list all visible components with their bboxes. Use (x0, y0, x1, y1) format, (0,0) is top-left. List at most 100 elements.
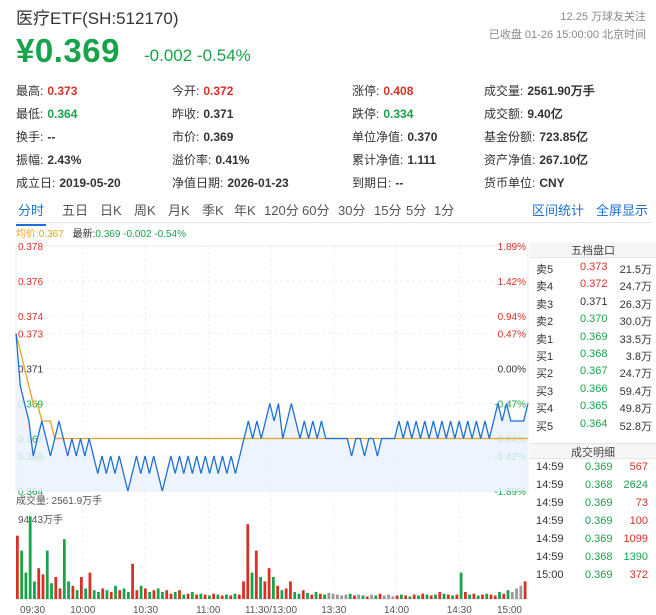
tab-period[interactable]: 5分 (406, 203, 427, 218)
volume-bar (327, 592, 331, 599)
volume-bar (468, 594, 472, 599)
order-volume: 24.7万 (619, 281, 652, 294)
stat-value: 0.370 (407, 130, 438, 144)
stat-item: 涨停: 0.408 (352, 82, 413, 99)
intraday-chart[interactable]: 0.378 1.89% 0.376 1.42% 0.374 0.94% 0.373 0.47%… (0, 236, 530, 615)
volume-bar (229, 595, 233, 599)
volume-bar (169, 593, 173, 599)
volume-bar (472, 593, 476, 599)
y-tick-right: 1.89% (498, 242, 526, 253)
order-book-title: 五档盘口 (530, 242, 656, 258)
stat-label: 涨停: (352, 84, 380, 98)
x-tick: 14:00 (384, 605, 409, 615)
range-stats-button[interactable]: 区间统计 (532, 203, 585, 218)
order-price: 0.370 (580, 313, 608, 326)
stat-value: -- (47, 130, 56, 144)
trade-price: 0.369 (585, 569, 613, 581)
stat-value: 1.111 (407, 153, 437, 167)
y-tick-right: -1.89% (494, 487, 526, 498)
order-book-row: 买4 0.365 49.8万 (530, 400, 656, 417)
volume-bar (400, 594, 403, 599)
trade-row: 14:59 0.369 1099 (530, 533, 656, 551)
order-book-row: 买2 0.367 24.7万 (530, 365, 656, 382)
stat-value: 267.10亿 (539, 153, 589, 167)
stat-value: 2019-05-20 (59, 176, 121, 190)
volume-bar (105, 590, 109, 599)
x-tick: 14:30 (447, 605, 472, 615)
volume-bar (16, 535, 19, 599)
order-book-row: 买3 0.366 59.4万 (530, 383, 656, 400)
y-tick-right: 0.00% (498, 365, 526, 376)
stat-label: 最高: (16, 84, 44, 98)
stat-label: 累计净值: (352, 153, 404, 167)
volume-bar (186, 593, 190, 599)
volume-bar (259, 577, 262, 599)
stat-label: 成立日: (16, 176, 56, 190)
stat-label: 基金份额: (484, 130, 536, 144)
tab-period[interactable]: 年K (234, 203, 256, 218)
volume-bar (348, 593, 352, 599)
stat-label: 货币单位: (484, 176, 536, 190)
volume-bar (485, 593, 489, 599)
stat-value: 2561.90万手 (527, 84, 595, 98)
volume-bar (331, 593, 335, 599)
trade-row: 14:59 0.368 2624 (530, 479, 656, 497)
stat-item: 资产净值: 267.10亿 (484, 151, 588, 168)
volume-bar (515, 588, 518, 599)
volume-bar (391, 596, 395, 599)
order-volume: 21.5万 (619, 264, 652, 276)
tab-period[interactable]: 日K (100, 203, 122, 218)
volume-bar (92, 590, 96, 599)
stat-item: 跌停: 0.334 (352, 105, 413, 122)
trade-price: 0.369 (585, 461, 613, 473)
volume-bar (408, 596, 412, 599)
order-price: 0.368 (580, 347, 608, 360)
tab-intraday[interactable]: 分时 (15, 200, 47, 226)
volume-bar (404, 595, 408, 599)
tab-period[interactable]: 月K (168, 203, 190, 218)
stat-item: 成交量: 2561.90万手 (484, 82, 595, 99)
trade-price: 0.368 (585, 479, 613, 491)
x-tick: 13:30 (321, 605, 346, 615)
latest-price-legend: 最新:0.369 -0.002 -0.54% (72, 229, 186, 240)
tab-period[interactable]: 60分 (302, 203, 330, 218)
trades-title: 成交明细 (530, 443, 656, 459)
tab-period[interactable]: 季K (202, 203, 224, 218)
volume-bar (190, 591, 194, 599)
tab-period[interactable]: 15分 (374, 203, 402, 218)
y-tick-left: 0.364 (18, 487, 43, 498)
trade-time: 15:00 (536, 569, 564, 581)
volume-bar (20, 550, 24, 599)
stat-label: 成交额: (484, 107, 524, 121)
volume-bar (293, 591, 297, 599)
tab-period[interactable]: 五日 (62, 203, 89, 218)
stat-item: 基金份额: 723.85亿 (484, 128, 588, 145)
tab-period[interactable]: 120分 (264, 203, 299, 218)
volume-bar (178, 590, 181, 599)
volume-bar (242, 581, 245, 599)
stat-value: 2026-01-23 (227, 176, 289, 190)
volume-bar (237, 594, 241, 599)
trade-qty: 372 (629, 569, 648, 581)
volume-bar (455, 594, 459, 599)
stat-item: 最低: 0.364 (16, 105, 77, 122)
tab-period[interactable]: 周K (134, 203, 156, 218)
volume-bar (37, 568, 41, 599)
volume-bar (84, 588, 88, 599)
order-book-row: 卖3 0.371 26.3万 (530, 296, 656, 313)
followers-count[interactable]: 12.25 万球友关注 (560, 11, 646, 23)
x-tick: 10:00 (70, 605, 95, 615)
fullscreen-button[interactable]: 全屏显示 (596, 203, 649, 218)
volume-bar (361, 595, 365, 599)
stat-value: -- (395, 176, 404, 190)
volume-bar (45, 550, 49, 599)
trade-price: 0.368 (585, 551, 613, 563)
x-tick: 15:00 (497, 605, 522, 615)
tab-period[interactable]: 30分 (338, 203, 366, 218)
volume-bar (58, 588, 62, 599)
order-book-row: 买1 0.368 3.8万 (530, 348, 656, 365)
trade-qty: 1390 (623, 551, 648, 563)
volume-bar (144, 588, 147, 599)
tab-period[interactable]: 1分 (434, 203, 455, 218)
order-level: 卖3 (536, 298, 554, 311)
